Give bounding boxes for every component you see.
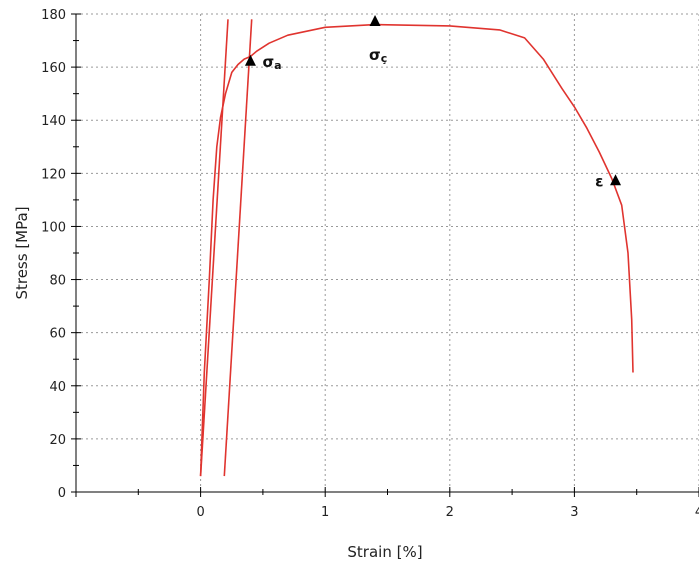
- y-tick-label: 100: [41, 220, 66, 235]
- x-axis-title: Strain [%]: [347, 543, 422, 561]
- annotation-label: σa: [262, 53, 281, 72]
- axes: 0 20 40 60 80 100 120 140 160 180 0 1 2 3 4: [41, 8, 699, 520]
- y-tick-label: 60: [49, 327, 66, 342]
- triangle-marker: [244, 54, 256, 66]
- y-tick-label: 160: [41, 61, 66, 76]
- y-tick-label: 80: [49, 274, 66, 289]
- offset-line: [199, 19, 229, 477]
- annotation-label: σç: [369, 46, 387, 65]
- y-tick-label: 180: [41, 8, 66, 23]
- y-tick-label: 0: [58, 486, 66, 501]
- x-tick-label: 3: [570, 505, 578, 520]
- y-axis-title: Stress [MPa]: [13, 206, 31, 299]
- grid: [76, 13, 699, 492]
- x-tick-label: 1: [321, 505, 329, 520]
- series-layer: [199, 19, 634, 477]
- offset-line: [223, 19, 253, 477]
- y-tick-label: 20: [49, 433, 66, 448]
- x-tick-label: 2: [446, 505, 454, 520]
- x-tick-label: 4: [695, 505, 699, 520]
- triangle-marker: [610, 174, 622, 186]
- annotation-label: ε: [595, 172, 603, 190]
- y-tick-label: 120: [41, 167, 66, 182]
- x-tick-label: 0: [196, 505, 204, 520]
- annotation-layer: σa σç ε: [244, 14, 622, 190]
- y-tick-label: 140: [41, 114, 66, 129]
- triangle-marker: [369, 14, 381, 26]
- stress-strain-curve: [199, 23, 634, 477]
- y-tick-label: 40: [49, 380, 66, 395]
